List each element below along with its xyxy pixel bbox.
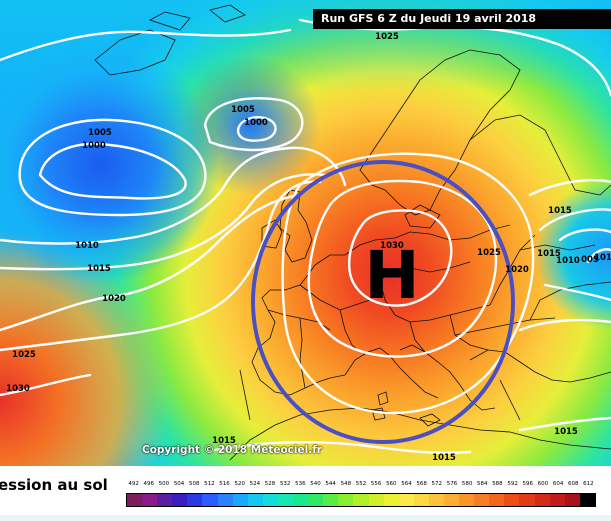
run-title: Run GFS 6 Z du Jeudi 19 avril 2018 — [313, 9, 611, 29]
scale-swatch — [474, 494, 490, 506]
scale-swatch — [262, 494, 278, 506]
scale-label: 496 — [143, 481, 154, 487]
isobar-label: 005 — [581, 255, 599, 265]
scale-label: 516 — [219, 481, 230, 487]
legend: ession au sol 492 496 500 504 508 512 516 520 52… — [0, 466, 611, 521]
scale-swatch — [142, 494, 158, 506]
scale-swatch — [127, 494, 143, 506]
isobar-label: 1015 — [87, 264, 111, 274]
scale-swatch — [338, 494, 354, 506]
scale-label: 520 — [234, 481, 245, 487]
isobar-label: 1025 — [12, 350, 36, 360]
scale-label: 560 — [386, 481, 397, 487]
scale-label: 512 — [204, 481, 215, 487]
scale-swatch — [217, 494, 233, 506]
scale-label: 508 — [188, 481, 200, 487]
scale-swatch — [504, 494, 520, 506]
scale-label: 588 — [492, 481, 503, 487]
scale-swatch — [202, 494, 218, 506]
scale-swatch — [323, 494, 339, 506]
copyright-text: Copyright © 2018 Meteociel.fr — [142, 444, 322, 456]
scale-swatch — [459, 494, 475, 506]
isobar-label: 1030 — [380, 241, 404, 251]
scale-swatch — [187, 494, 203, 506]
scale-label: 612 — [583, 481, 594, 487]
isobar-label: 1000 — [244, 118, 268, 128]
isobar-label: 1005 — [88, 128, 112, 138]
scale-label: 592 — [507, 481, 518, 487]
scale-swatch — [277, 494, 294, 506]
scale-label: 572 — [431, 481, 443, 487]
isobar-label: 1000 — [82, 141, 106, 151]
scale-swatch — [353, 494, 369, 506]
scale-label: 540 — [310, 481, 321, 487]
scale-swatch — [308, 494, 324, 506]
scale-label: 600 — [537, 481, 549, 487]
scale-swatch — [172, 494, 188, 506]
scale-swatch — [428, 494, 444, 506]
scale-label: 564 — [401, 481, 412, 487]
scale-label: 608 — [568, 481, 579, 487]
scale-swatch — [564, 494, 580, 506]
scale-label: 576 — [446, 481, 458, 487]
scale-swatch — [549, 494, 565, 506]
scale-swatch — [519, 494, 535, 506]
high-symbol: H — [364, 237, 419, 314]
scale-swatch — [398, 494, 414, 506]
scale-label: 492 — [128, 481, 139, 487]
scale-label: 604 — [552, 481, 564, 487]
scale-label: 544 — [325, 481, 336, 487]
isobar-label: 1005 — [231, 105, 255, 115]
isobar-labels: 1025100510001005100010101015102010251030… — [6, 32, 611, 463]
isobar-label: 1015 — [212, 436, 236, 446]
isobar-label: 1015 — [554, 427, 578, 437]
isobar-label: 1010 — [556, 256, 580, 266]
scale-labels: 492 496 500 504 508 512 516 520 524 528 532 536 540 5… — [126, 481, 596, 491]
isobar-label: 1020 — [505, 265, 529, 275]
isobar-label: 101 — [594, 253, 611, 263]
scale-label: 596 — [522, 481, 534, 487]
isobar-label: 1015 — [537, 249, 561, 259]
isobar-label: 1015 — [432, 453, 456, 463]
scale-label: 552 — [355, 481, 367, 487]
scale-label: 584 — [477, 481, 488, 487]
scale-label: 528 — [264, 481, 276, 487]
scale-swatch — [368, 494, 384, 506]
scale-swatch — [157, 494, 173, 506]
scale-label: 536 — [295, 481, 306, 487]
scale-label: 568 — [416, 481, 427, 487]
scale-label: 548 — [340, 481, 352, 487]
high-pressure-circle — [251, 160, 515, 444]
scale-swatch — [383, 494, 399, 506]
isobar-label: 1025 — [375, 32, 399, 42]
scale-label: 556 — [370, 481, 382, 487]
legend-title: ession au sol — [0, 476, 108, 494]
scale-swatch — [247, 494, 263, 506]
isobar-label: 1020 — [102, 294, 126, 304]
scale-label: 580 — [461, 481, 473, 487]
scale-swatch — [489, 494, 505, 506]
scale-swatch — [232, 494, 248, 506]
isobar-label: 1015 — [548, 206, 572, 216]
bottom-strip — [0, 515, 611, 521]
pressure-map: H 10251005100010051000101010151020102510… — [0, 0, 611, 466]
isobar-label: 1030 — [6, 384, 30, 394]
scale-label: 504 — [173, 481, 185, 487]
scale-swatch — [534, 494, 550, 506]
scale-swatch — [413, 494, 429, 506]
scale-swatches — [126, 493, 596, 507]
scale-label: 524 — [249, 481, 261, 487]
isobar-label: 1010 — [75, 241, 99, 251]
isobar-label: 1025 — [477, 248, 501, 258]
scale-swatch — [443, 494, 460, 506]
scale-label: 500 — [158, 481, 170, 487]
scale-swatch — [293, 494, 309, 506]
scale-label: 532 — [279, 481, 291, 487]
scale-swatch — [579, 494, 595, 506]
